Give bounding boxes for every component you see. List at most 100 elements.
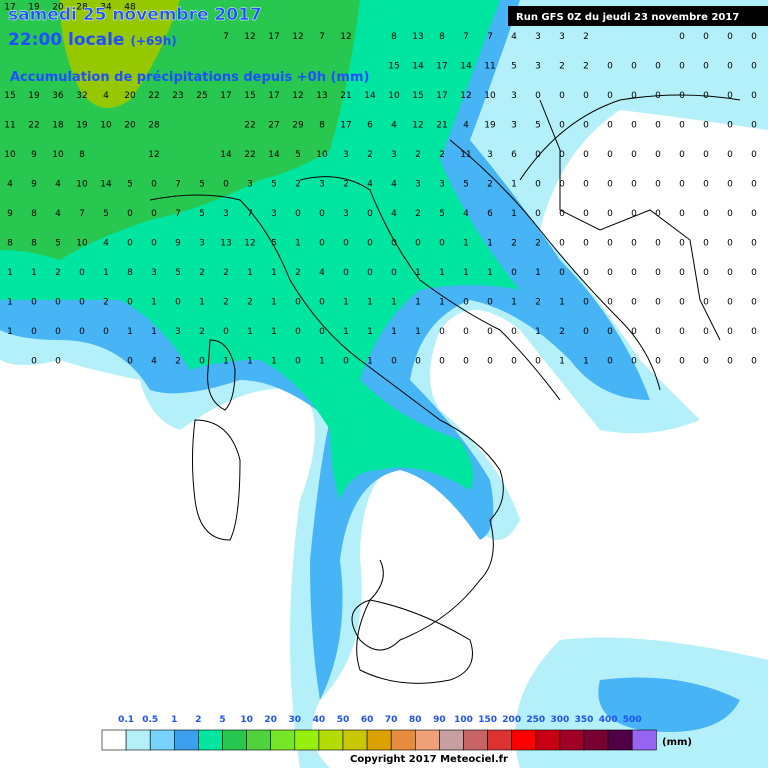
legend-label: 60 <box>361 715 374 725</box>
grid-value: 1 <box>559 298 565 308</box>
grid-value: 0 <box>55 357 61 367</box>
grid-value: 17 <box>268 32 279 42</box>
field-south-mid <box>598 677 740 732</box>
grid-value: 0 <box>535 209 541 219</box>
grid-value: 36 <box>52 91 64 101</box>
grid-value: 0 <box>679 121 685 131</box>
grid-value: 29 <box>292 121 304 131</box>
grid-value: 14 <box>100 180 112 190</box>
date-title: samedi 25 novembre 2017 <box>8 5 262 25</box>
grid-value: 0 <box>631 62 637 72</box>
grid-value: 0 <box>703 268 709 278</box>
grid-value: 0 <box>751 121 757 131</box>
grid-value: 8 <box>391 32 397 42</box>
grid-value: 1 <box>535 268 541 278</box>
grid-value: 1 <box>391 298 397 308</box>
grid-value: 0 <box>583 180 589 190</box>
grid-value: 12 <box>292 32 303 42</box>
grid-value: 1 <box>31 268 37 278</box>
grid-value: 13 <box>412 32 423 42</box>
grid-value: 0 <box>223 327 229 337</box>
grid-value: 3 <box>391 150 397 160</box>
grid-value: 0 <box>655 121 661 131</box>
grid-value: 0 <box>199 357 205 367</box>
grid-value: 0 <box>703 209 709 219</box>
grid-value: 0 <box>439 327 445 337</box>
grid-value: 0 <box>151 180 157 190</box>
legend-swatch <box>246 729 272 751</box>
grid-value: 1 <box>415 298 421 308</box>
grid-value: 0 <box>319 327 325 337</box>
grid-value: 0 <box>535 91 541 101</box>
grid-value: 0 <box>463 357 469 367</box>
legend-label: 40 <box>313 715 326 725</box>
grid-value: 0 <box>559 239 565 249</box>
grid-value: 20 <box>52 3 64 13</box>
grid-value: 14 <box>460 62 472 72</box>
grid-value: 28 <box>76 3 88 13</box>
grid-value: 8 <box>319 121 325 131</box>
grid-value: 0 <box>583 268 589 278</box>
grid-value: 7 <box>247 209 253 219</box>
legend: 0.1 0.5 1 2 5 10 20 30 40 50 60 70 80 90 100 150 200 250 3… <box>101 715 657 751</box>
grid-value: 2 <box>559 327 565 337</box>
grid-value: 2 <box>583 62 589 72</box>
grid-value: 7 <box>319 32 325 42</box>
grid-value: 1 <box>271 268 277 278</box>
grid-value: 32 <box>76 91 87 101</box>
grid-value: 1 <box>199 298 205 308</box>
grid-value: 0 <box>583 327 589 337</box>
grid-value: 11 <box>4 121 15 131</box>
legend-swatch <box>318 729 344 751</box>
grid-value: 0 <box>343 239 349 249</box>
legend-swatch <box>583 729 609 751</box>
grid-value: 5 <box>295 150 301 160</box>
grid-value: 5 <box>175 268 181 278</box>
grid-value: 0 <box>751 180 757 190</box>
grid-value: 0 <box>703 62 709 72</box>
grid-value: 1 <box>151 327 157 337</box>
grid-value: 5 <box>199 209 205 219</box>
grid-value: 2 <box>559 62 565 72</box>
grid-value: 2 <box>247 298 253 308</box>
grid-value: 12 <box>412 121 423 131</box>
grid-value: 0 <box>727 298 733 308</box>
grid-value: 1 <box>271 327 277 337</box>
grid-value: 0 <box>607 180 613 190</box>
grid-value: 1 <box>415 268 421 278</box>
grid-value: 6 <box>487 209 493 219</box>
grid-value: 0 <box>631 121 637 131</box>
grid-value: 0 <box>727 150 733 160</box>
grid-value: 0 <box>751 62 757 72</box>
legend-label: 2 <box>195 715 201 725</box>
grid-value: 2 <box>199 327 205 337</box>
grid-value: 0 <box>367 209 373 219</box>
grid-value: 17 <box>436 91 447 101</box>
grid-value: 3 <box>511 121 517 131</box>
legend-swatch <box>631 729 657 751</box>
grid-value: 4 <box>103 239 109 249</box>
grid-value: 1 <box>367 327 373 337</box>
grid-value: 1 <box>343 298 349 308</box>
grid-value: 0 <box>295 298 301 308</box>
grid-value: 0 <box>607 298 613 308</box>
grid-value: 0 <box>127 239 133 249</box>
grid-value: 0 <box>607 62 613 72</box>
legend-swatch <box>390 729 416 751</box>
grid-value: 10 <box>316 150 328 160</box>
grid-value: 0 <box>655 91 661 101</box>
grid-value: 0 <box>559 180 565 190</box>
grid-value: 1 <box>271 357 277 367</box>
grid-value: 0 <box>31 298 37 308</box>
grid-value: 10 <box>76 180 88 190</box>
grid-value: 5 <box>55 239 61 249</box>
legend-swatch <box>535 729 561 751</box>
legend-swatch <box>366 729 392 751</box>
grid-value: 0 <box>511 327 517 337</box>
grid-value: 10 <box>388 91 400 101</box>
grid-value: 0 <box>751 327 757 337</box>
legend-swatch <box>125 729 151 751</box>
grid-value: 0 <box>703 91 709 101</box>
grid-value: 7 <box>79 209 85 219</box>
